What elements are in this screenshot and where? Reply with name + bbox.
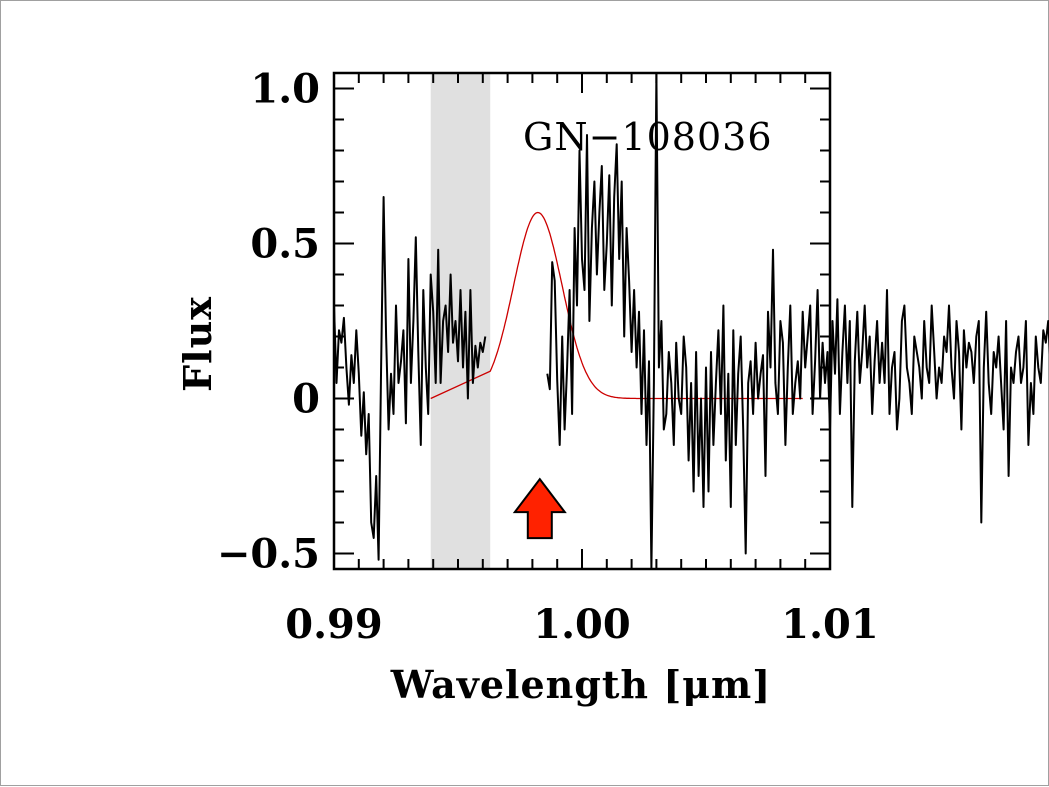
y-tick-label: 1.0 <box>250 66 320 113</box>
y-tick-labels: 1.0 0.5 0 −0.5 <box>217 66 320 578</box>
plot-area-border <box>332 71 832 571</box>
y-axis-title: Flux <box>175 296 220 392</box>
x-tick-labels: 0.99 1.00 1.01 <box>285 601 878 648</box>
x-tick-label: 0.99 <box>285 601 382 648</box>
spectrum-line <box>333 196 487 561</box>
x-tick-label: 1.00 <box>533 601 630 648</box>
x-tick-label: 1.01 <box>781 601 878 648</box>
x-axis-title: Wavelength [μm] <box>390 662 771 707</box>
y-tick-label: 0.5 <box>250 221 320 268</box>
axis-ticks <box>333 73 831 569</box>
object-id-label: GN−108036 <box>523 115 773 159</box>
y-tick-label: −0.5 <box>217 531 320 578</box>
y-tick-label: 0 <box>292 376 320 423</box>
masked-region <box>430 73 491 569</box>
line-position-arrow <box>512 477 567 540</box>
